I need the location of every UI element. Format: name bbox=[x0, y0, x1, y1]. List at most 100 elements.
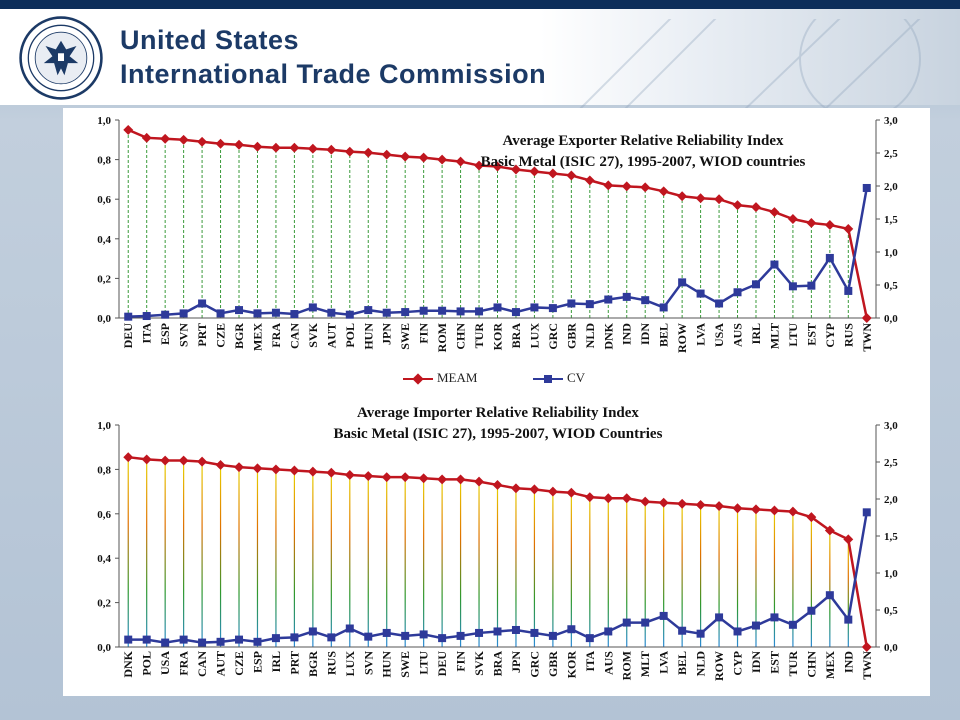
chart1-cv-point bbox=[807, 281, 816, 290]
chart2-category-label: TUR bbox=[786, 651, 800, 677]
chart2-gridline bbox=[423, 478, 425, 647]
chart2-cv-point bbox=[733, 627, 742, 636]
chart2-right-tick-label: 1,5 bbox=[884, 531, 898, 543]
chart2-category-label: SWE bbox=[398, 651, 412, 678]
chart1-meam-point bbox=[363, 147, 374, 158]
chart2-cv-point bbox=[641, 618, 650, 627]
chart1-cv-point bbox=[179, 309, 188, 318]
chart2-cv-point bbox=[290, 633, 299, 642]
chart2-category-label: PRT bbox=[287, 651, 301, 675]
chart1-meam-point bbox=[381, 149, 392, 160]
chart2-cv-point bbox=[345, 624, 354, 633]
chart2-category-label: DNK bbox=[121, 650, 135, 677]
chart2-gridline bbox=[773, 510, 776, 647]
chart2-category-label: CAN bbox=[195, 651, 209, 677]
chart1-meam-point bbox=[751, 202, 761, 213]
chart1-meam-point bbox=[160, 133, 171, 144]
chart2-cv-point bbox=[678, 626, 687, 635]
chart1-cv-point bbox=[364, 306, 373, 315]
chart2-meam-point bbox=[714, 501, 725, 511]
org-title-line2: International Trade Commission bbox=[120, 59, 547, 89]
chart2-gridline bbox=[164, 460, 166, 647]
chart1-meam-point bbox=[344, 146, 355, 157]
chart1-meam-point bbox=[843, 223, 854, 234]
chart2-right-tick-label: 1,0 bbox=[884, 568, 898, 580]
chart2-meam-point bbox=[141, 454, 152, 465]
chart2-left-tick-label: 0,6 bbox=[97, 509, 111, 521]
chart1-legend: MEAM CV bbox=[403, 370, 663, 388]
chart1-meam-point bbox=[640, 182, 651, 193]
chart2-category-label: SVK bbox=[472, 650, 486, 675]
chart2-meam-point bbox=[123, 452, 134, 463]
chart2-category-label: BEL bbox=[675, 651, 689, 675]
chart2-category-label: KOR bbox=[564, 651, 578, 679]
chart2-cv-point bbox=[788, 620, 797, 629]
chart1-meam-point bbox=[806, 218, 817, 228]
chart2-cv-point bbox=[567, 625, 576, 634]
chart1-category-label: BEL bbox=[657, 323, 671, 347]
chart1-cv-point bbox=[678, 278, 687, 287]
chart2-gridline bbox=[533, 489, 536, 647]
chart2-category-label: FRA bbox=[177, 651, 191, 676]
chart1-meam-point bbox=[307, 143, 318, 154]
chart2-category-label: MLT bbox=[638, 651, 652, 677]
chart1-category-label: IRL bbox=[749, 323, 763, 344]
chart1-cv-point bbox=[751, 280, 760, 289]
chart2-cv-point bbox=[419, 630, 428, 639]
chart1-category-label: TWN bbox=[860, 323, 874, 352]
chart2-cv-point bbox=[825, 591, 834, 600]
chart2-meam-point bbox=[344, 470, 355, 480]
chart2-meam-point bbox=[621, 493, 632, 504]
chart2-category-label: CYP bbox=[731, 651, 745, 676]
chart2-meam-point bbox=[806, 512, 817, 523]
chart2-cv-point bbox=[235, 635, 244, 644]
chart2-cv-point bbox=[751, 621, 760, 630]
chart1-category-label: NLD bbox=[583, 323, 597, 349]
chart1-left-tick-label: 1,0 bbox=[97, 115, 111, 127]
chart2-category-label: ROW bbox=[712, 651, 726, 681]
chart2-gridline bbox=[441, 479, 443, 647]
chart1-left-tick-label: 0,4 bbox=[97, 234, 111, 246]
chart2-category-label: AUT bbox=[214, 651, 228, 676]
chart1-meam-point bbox=[418, 152, 429, 163]
chart1-category-label: ITA bbox=[140, 323, 154, 344]
top-bar bbox=[0, 0, 960, 9]
chart1-cv-point bbox=[548, 304, 557, 313]
chart1-category-label: MLT bbox=[767, 323, 781, 349]
chart2-category-label: FIN bbox=[454, 651, 468, 672]
chart1-right-tick-label: 0,5 bbox=[884, 280, 898, 292]
chart2-cv-point bbox=[271, 634, 280, 643]
chart1-cv-point bbox=[327, 308, 336, 317]
chart1-title: Average Exporter Relative Reliability In… bbox=[502, 133, 784, 149]
chart2-meam-point bbox=[381, 472, 392, 483]
chart2-category-label: LTU bbox=[417, 651, 431, 675]
chart1-left-tick-label: 0,2 bbox=[97, 273, 111, 285]
chart1-category-label: LUX bbox=[527, 323, 541, 349]
chart2-cv-point bbox=[198, 638, 207, 647]
chart2-meam-point bbox=[640, 496, 651, 507]
chart2-category-label: HUN bbox=[380, 651, 394, 678]
chart1-right-tick-label: 3,0 bbox=[884, 115, 898, 127]
chart2-cv-point bbox=[770, 613, 779, 622]
chart2-cv-point bbox=[456, 631, 465, 640]
chart2-left-tick-label: 0,8 bbox=[97, 464, 111, 476]
chart1-cv-point bbox=[844, 286, 853, 295]
chart1-cv-point bbox=[290, 310, 299, 319]
chart2-meam-point bbox=[492, 479, 503, 490]
chart2-meam-point bbox=[787, 506, 798, 517]
chart2-meam-point bbox=[843, 534, 854, 545]
chart2-meam-point bbox=[307, 466, 318, 477]
chart2-gridline bbox=[496, 484, 499, 647]
chart1-cv-point bbox=[419, 306, 428, 315]
chart2-cv-point bbox=[862, 508, 871, 517]
chart1-category-label: USA bbox=[712, 323, 726, 347]
chart1-cv-point bbox=[456, 307, 465, 316]
chart2-cv-point bbox=[308, 627, 317, 636]
chart2-cv-point bbox=[124, 635, 133, 644]
chart2-gridline bbox=[146, 459, 148, 647]
chart1-meam-point bbox=[270, 142, 281, 153]
chart2-gridline bbox=[515, 488, 517, 647]
chart2-gridline bbox=[478, 481, 480, 647]
chart2-gridline bbox=[829, 530, 831, 647]
chart2-meam-point bbox=[566, 487, 577, 498]
